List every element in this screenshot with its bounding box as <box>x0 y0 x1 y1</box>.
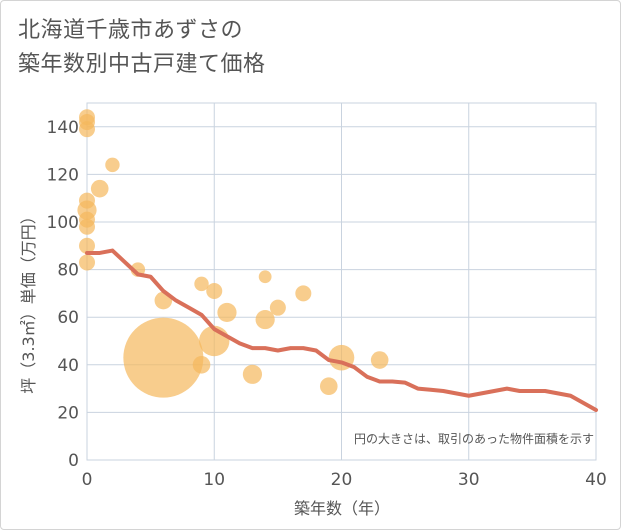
size-legend-note: 円の大きさは、取引のあった物件面積を示す <box>354 431 594 446</box>
y-tick-label: 60 <box>57 308 79 328</box>
grid <box>86 102 597 461</box>
y-tick-label: 40 <box>57 356 79 376</box>
data-bubble <box>79 254 95 271</box>
data-bubble <box>206 283 223 300</box>
data-bubble <box>370 351 389 369</box>
data-bubble <box>242 364 263 384</box>
y-tick-label: 140 <box>47 118 79 138</box>
data-bubble <box>255 309 275 330</box>
bubble-layer <box>77 109 389 398</box>
data-bubble <box>79 121 95 138</box>
data-bubble <box>79 237 95 254</box>
chart-title-line-2: 築年数別中古戸建て価格 <box>18 52 266 77</box>
data-bubble <box>194 276 209 292</box>
x-tick-label: 20 <box>331 470 353 490</box>
y-tick-label: 100 <box>47 213 79 233</box>
data-bubble <box>295 285 312 302</box>
y-tick-label: 120 <box>47 165 79 185</box>
tick-labels: 0 10 20 30 40 0 20 40 60 80 100 120 140 <box>47 118 607 490</box>
y-axis-title: 坪（3.3㎡）単価（万円） <box>19 208 38 393</box>
data-bubble <box>90 179 109 198</box>
data-bubble <box>79 218 95 235</box>
x-tick-label: 10 <box>203 470 225 490</box>
data-bubble <box>269 299 286 316</box>
data-bubble <box>123 317 204 398</box>
y-tick-label: 80 <box>57 261 79 281</box>
trend-layer <box>85 248 598 413</box>
chart-title: 北海道千歳市あずさの 築年数別中古戸建て価格 <box>18 14 266 82</box>
x-axis-title: 築年数（年） <box>294 499 390 518</box>
y-tick-label: 20 <box>57 403 79 423</box>
data-bubble <box>105 157 120 173</box>
x-tick-label: 40 <box>585 470 607 490</box>
data-bubble <box>192 356 211 374</box>
y-tick-label: 0 <box>68 451 79 471</box>
data-bubble <box>258 270 272 284</box>
data-bubble <box>319 377 338 396</box>
x-tick-label: 0 <box>82 470 93 490</box>
trend-line <box>85 248 598 413</box>
chart-title-line-1: 北海道千歳市あずさの <box>18 18 244 43</box>
data-bubble <box>217 302 237 323</box>
x-tick-label: 30 <box>458 470 480 490</box>
